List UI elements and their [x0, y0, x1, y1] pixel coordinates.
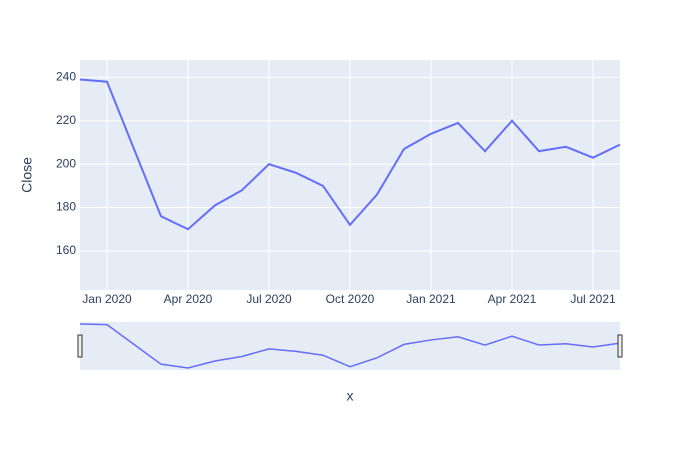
- x-tick-label: Jul 2021: [570, 292, 616, 306]
- slider-handle-left[interactable]: [77, 334, 83, 358]
- slider-handle-right[interactable]: [617, 334, 623, 358]
- y-tick-label: 160: [56, 243, 76, 257]
- x-tick-label: Jan 2021: [406, 292, 456, 306]
- x-tick-label: Apr 2021: [488, 292, 537, 306]
- y-tick-label: 240: [56, 70, 76, 84]
- y-tick-label: 200: [56, 156, 76, 170]
- x-tick-label: Apr 2020: [164, 292, 213, 306]
- y-axis-title: Close: [19, 157, 35, 193]
- line: [79, 78, 621, 231]
- y-tick-label: 220: [56, 113, 76, 127]
- x-tick-label: Jan 2020: [82, 292, 132, 306]
- y-tick-label: 180: [56, 200, 76, 214]
- x-tick-label: Oct 2020: [326, 292, 375, 306]
- x-tick-label: Jul 2020: [246, 292, 292, 306]
- slider-line: [79, 323, 621, 369]
- range-slider[interactable]: [80, 322, 620, 370]
- x-axis-title: x: [347, 388, 354, 404]
